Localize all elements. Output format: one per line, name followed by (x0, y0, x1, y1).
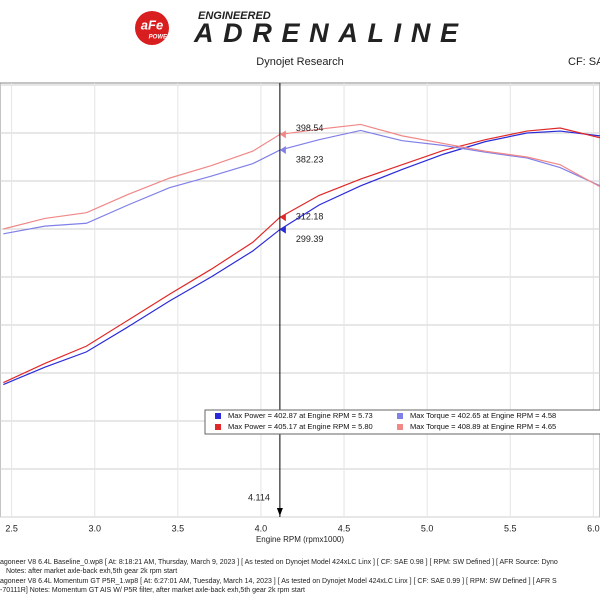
legend-label: Max Power = 405.17 at Engine RPM = 5.80 (228, 422, 373, 431)
data-line (3, 129, 600, 235)
cursor-marker (279, 213, 286, 222)
x-tick-label: 5.5 (504, 523, 517, 533)
cursor-arrow (276, 508, 283, 516)
cursor-label: 4.114 (248, 492, 270, 502)
logo-sub: POWER (149, 35, 172, 41)
x-tick-label: 3.0 (88, 523, 101, 533)
logo-text: aFe (141, 17, 163, 32)
data-line (3, 127, 600, 384)
cursor-marker (279, 130, 286, 139)
data-label: 299.39 (296, 234, 324, 244)
legend-label: Max Torque = 408.89 at Engine RPM = 4.65 (410, 422, 556, 431)
x-tick-label: 4.0 (255, 523, 268, 533)
cursor-marker (279, 225, 286, 234)
legend-swatch (215, 413, 221, 419)
x-tick-label: 3.5 (172, 523, 185, 533)
data-label: 398.54 (296, 123, 324, 133)
x-tick-label: 4.5 (338, 523, 351, 533)
legend-swatch (215, 424, 221, 430)
legend-label: Max Power = 402.87 at Engine RPM = 5.73 (228, 411, 373, 420)
cursor-marker (279, 146, 286, 155)
data-label: 382.23 (296, 154, 324, 164)
legend-label: Max Torque = 402.65 at Engine RPM = 4.58 (410, 411, 556, 420)
data-line (3, 123, 600, 230)
x-tick-label: 2.5 (5, 523, 18, 533)
x-tick-label: 5.0 (421, 523, 434, 533)
chart-title: Dynojet Research (256, 56, 343, 68)
footer-line: agoneer V8 6.4L Momentum GT P5R_1.wp8 [ … (0, 578, 557, 585)
brand: ADRENALINE (193, 18, 459, 48)
tagline: ENGINEERED (198, 10, 271, 22)
footer-note: Notes: after market axle-back exh,5th ge… (6, 568, 177, 575)
footer-line: agoneer V8 6.4L Baseline_0.wp8 [ At: 8:1… (0, 559, 558, 566)
legend-swatch (397, 413, 403, 419)
footer-note: -70111R] Notes: Momentum GT AIS W/ P5R f… (0, 587, 305, 594)
x-tick-label: 6.0 (587, 523, 600, 533)
data-line (3, 130, 600, 386)
x-axis-label: Engine RPM (rpmx1000) (256, 535, 344, 544)
data-label: 312.18 (296, 212, 324, 222)
legend-swatch (397, 424, 403, 430)
logo-badge (135, 11, 169, 45)
chart-subtitle: CF: SA (568, 56, 600, 68)
